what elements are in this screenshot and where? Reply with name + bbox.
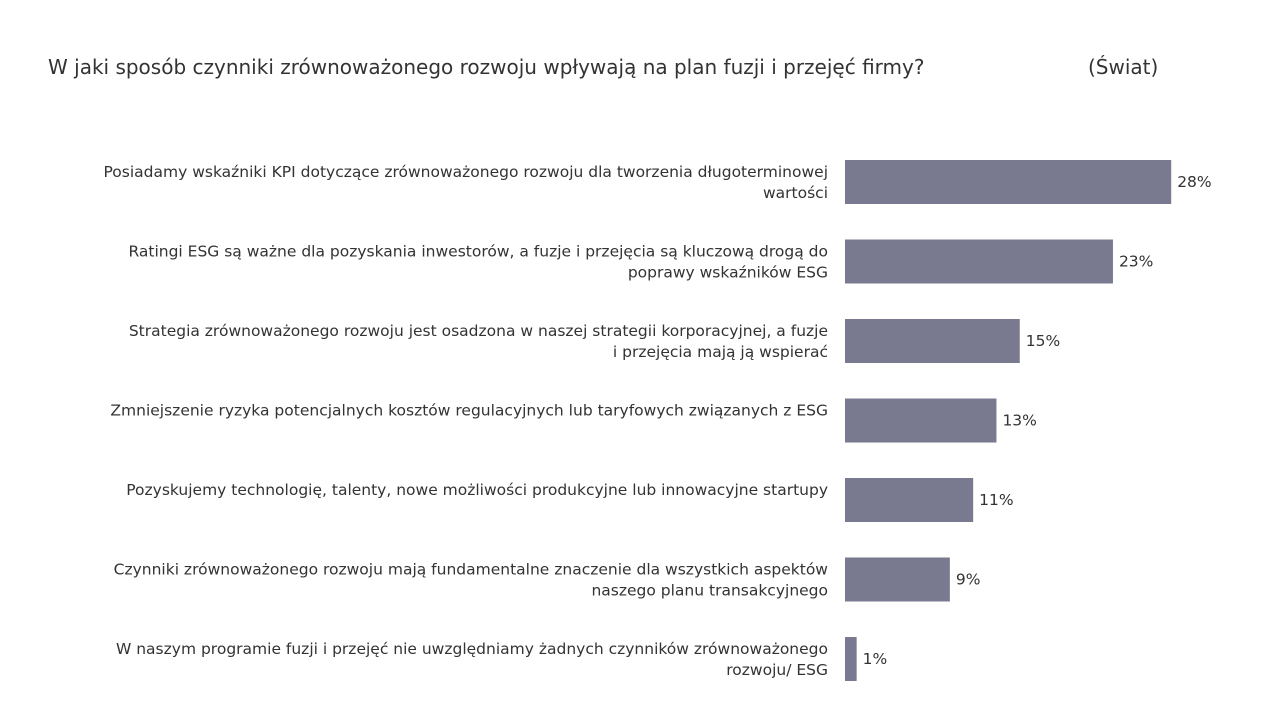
- bar-5: [845, 478, 974, 522]
- bar-1: [845, 160, 1172, 204]
- category-label-7: W naszym programie fuzji i przejęć nie u…: [116, 640, 828, 679]
- category-label-line: Czynniki zrównoważonego rozwoju mają fun…: [114, 561, 829, 579]
- value-label-1: 28%: [1177, 173, 1211, 191]
- category-label-line: naszego planu transakcyjnego: [591, 582, 828, 600]
- category-label-line: wartości: [763, 184, 828, 202]
- value-label-2: 23%: [1119, 253, 1153, 271]
- bar-6: [845, 557, 950, 602]
- category-label-6: Czynniki zrównoważonego rozwoju mają fun…: [114, 561, 829, 600]
- category-label-3: Strategia zrównoważonego rozwoju jest os…: [129, 322, 828, 361]
- category-label-5: Pozyskujemy technologię, talenty, nowe m…: [126, 481, 828, 499]
- value-label-6: 9%: [956, 571, 981, 589]
- category-label-line: Ratingi ESG są ważne dla pozyskania inwe…: [128, 243, 828, 261]
- value-label-5: 11%: [979, 491, 1013, 509]
- category-label-4: Zmniejszenie ryzyka potencjalnych kosztó…: [110, 402, 828, 420]
- category-label-2: Ratingi ESG są ważne dla pozyskania inwe…: [128, 243, 828, 282]
- chart-title: W jaki sposób czynniki zrównoważonego ro…: [48, 55, 925, 79]
- category-label-line: Pozyskujemy technologię, talenty, nowe m…: [126, 481, 828, 499]
- category-label-line: i przejęcia mają ją wspierać: [613, 343, 828, 361]
- category-label-line: Posiadamy wskaźniki KPI dotyczące zrówno…: [104, 163, 829, 181]
- value-label-3: 15%: [1026, 332, 1060, 350]
- bar-4: [845, 398, 997, 443]
- value-label-4: 13%: [1002, 412, 1036, 430]
- category-label-line: Strategia zrównoważonego rozwoju jest os…: [129, 322, 828, 340]
- category-label-line: Zmniejszenie ryzyka potencjalnych kosztó…: [110, 402, 828, 420]
- category-label-line: rozwoju/ ESG: [726, 661, 828, 679]
- category-label-line: W naszym programie fuzji i przejęć nie u…: [116, 640, 828, 658]
- bar-7: [845, 637, 857, 681]
- bar-3: [845, 319, 1020, 363]
- region-label: (Świat): [1088, 55, 1159, 79]
- category-label-line: poprawy wskaźników ESG: [628, 264, 828, 282]
- bar-2: [845, 239, 1113, 284]
- value-label-7: 1%: [863, 650, 888, 668]
- category-label-1: Posiadamy wskaźniki KPI dotyczące zrówno…: [104, 163, 829, 202]
